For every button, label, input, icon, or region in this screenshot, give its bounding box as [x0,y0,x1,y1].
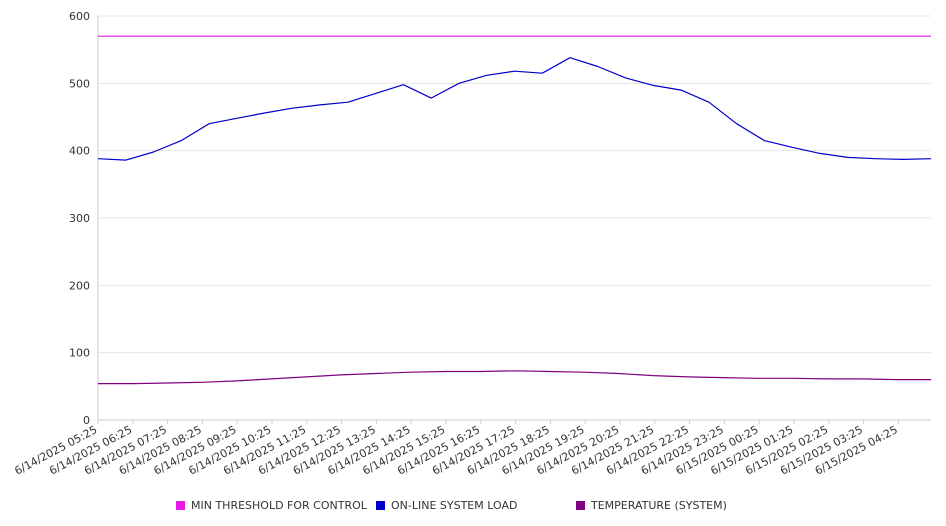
y-tick-label: 0 [83,414,90,427]
y-tick-label: 100 [69,347,90,360]
grid-lines [98,15,931,354]
series-line-2 [97,57,932,161]
legend: MIN THRESHOLD FOR CONTROL ON-LINE SYSTEM… [0,496,946,516]
y-tick-label: 400 [69,145,90,158]
y-tick-label: 200 [69,279,90,292]
x-tick-labels: 6/14/2025 05:256/14/2025 06:256/14/2025 … [12,423,899,477]
y-tick-label: 600 [69,10,90,23]
legend-swatch-system-load [376,500,385,510]
legend-item-min-threshold: MIN THRESHOLD FOR CONTROL [176,496,367,514]
legend-swatch-temperature [576,500,585,510]
legend-item-temperature: TEMPERATURE (SYSTEM) [576,496,727,514]
y-tick-label: 500 [69,77,90,90]
y-tick-labels: 0 100 200 300 400 500 600 [69,10,90,427]
legend-label-min-threshold: MIN THRESHOLD FOR CONTROL [191,498,367,512]
legend-label-system-load: ON-LINE SYSTEM LOAD [391,498,518,512]
legend-label-temperature: TEMPERATURE (SYSTEM) [591,498,727,512]
axes [97,16,931,424]
series-line-3 [98,370,931,385]
series-lines [97,35,932,385]
legend-item-system-load: ON-LINE SYSTEM LOAD [376,496,517,514]
y-tick-label: 300 [69,212,90,225]
legend-swatch-min-threshold [176,500,185,510]
